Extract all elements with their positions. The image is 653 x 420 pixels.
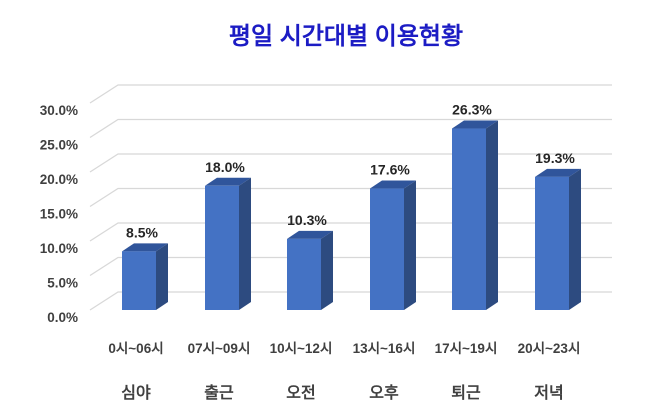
gridline xyxy=(89,222,612,242)
bar-value-label: 8.5% xyxy=(126,224,158,240)
bar-side-face xyxy=(239,177,251,310)
bar-side-face xyxy=(486,120,498,310)
gridline xyxy=(89,153,612,173)
bar-top-face xyxy=(122,243,168,252)
x-tick-time-label: 17시~19시 xyxy=(435,341,498,356)
bar-value-label: 17.6% xyxy=(370,162,410,178)
bar-front-face xyxy=(535,176,569,310)
y-tick-label: 5.0% xyxy=(47,276,78,291)
gridline xyxy=(89,256,612,277)
x-tick-time-label: 0시~06시 xyxy=(108,341,163,356)
bar-top-face xyxy=(370,180,416,189)
y-tick-label: 30.0% xyxy=(40,103,78,118)
bar-value-label: 10.3% xyxy=(287,212,327,228)
bar-value-label: 18.0% xyxy=(205,159,245,175)
x-tick-name-label: 퇴근 xyxy=(451,384,481,402)
bar-side-face xyxy=(156,243,168,310)
x-tick-time-label: 20시~23시 xyxy=(518,341,581,356)
x-tick-name-label: 심야 xyxy=(121,384,151,402)
bar-front-face xyxy=(452,128,486,310)
bar-side-face xyxy=(321,230,333,310)
x-tick-time-label: 07시~09시 xyxy=(188,341,251,356)
bar-top-face xyxy=(205,177,251,186)
x-tick-name-label: 오후 xyxy=(369,383,399,402)
chart-title: 평일 시간대별 이용현황 xyxy=(229,23,463,50)
gridline xyxy=(89,187,612,208)
x-tick-time-label: 13시~16시 xyxy=(353,341,416,356)
gridline xyxy=(89,84,612,104)
x-tick-name-label: 출근 xyxy=(204,384,234,402)
bar-side-face xyxy=(404,180,416,310)
bar-top-face xyxy=(287,230,333,239)
bar-side-face xyxy=(569,168,581,310)
bar-front-face xyxy=(205,185,239,310)
x-tick-time-label: 10시~12시 xyxy=(270,341,333,356)
bar-top-face xyxy=(535,168,581,177)
y-tick-label: 0.0% xyxy=(47,310,78,325)
y-tick-label: 10.0% xyxy=(40,241,78,256)
bar-value-label: 19.3% xyxy=(535,150,575,166)
bar-front-face xyxy=(370,188,404,310)
y-tick-label: 15.0% xyxy=(40,207,78,222)
gridline xyxy=(89,291,612,311)
y-tick-label: 20.0% xyxy=(40,172,78,187)
bar-front-face xyxy=(287,238,321,310)
bar-top-face xyxy=(452,120,498,129)
bar-value-label: 26.3% xyxy=(452,102,492,118)
gridline xyxy=(89,118,612,139)
y-tick-label: 25.0% xyxy=(40,138,78,153)
x-tick-name-label: 오전 xyxy=(286,384,315,402)
x-tick-name-label: 저녁 xyxy=(534,383,563,402)
bar-front-face xyxy=(122,251,156,310)
